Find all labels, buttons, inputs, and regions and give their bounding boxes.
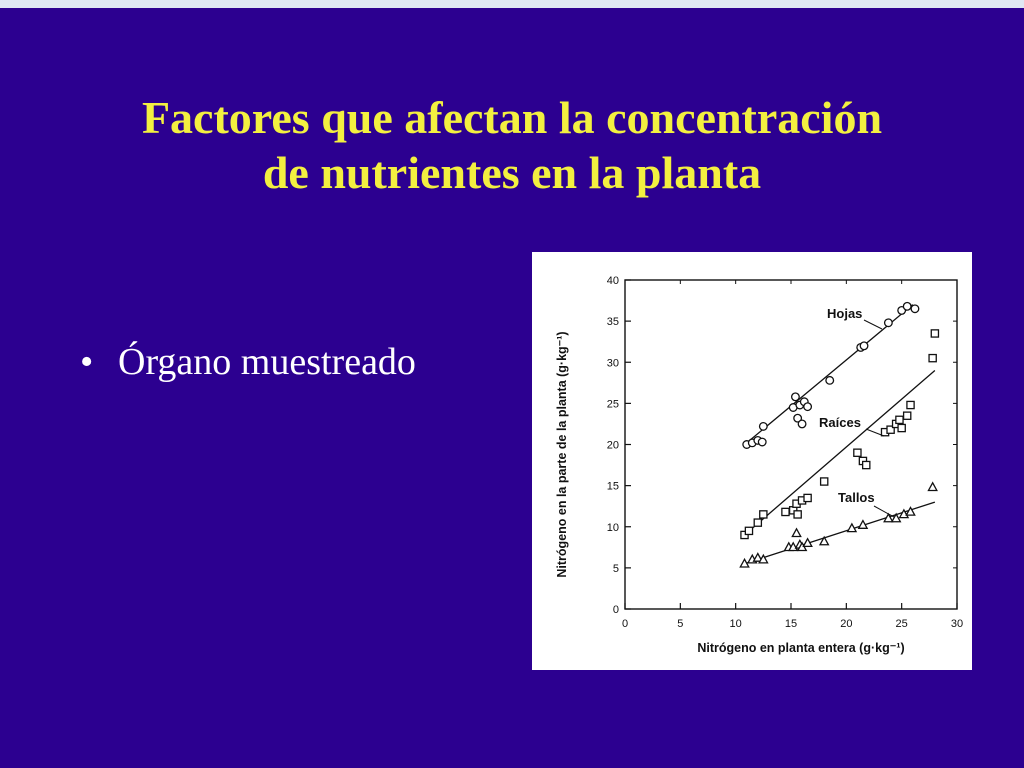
point-1-21 [928, 353, 937, 363]
x-tick-label-20: 20 [840, 618, 852, 630]
y-tick-label-25: 25 [607, 398, 619, 410]
y-tick-label-10: 10 [607, 522, 619, 534]
y-tick-label-15: 15 [607, 481, 619, 493]
point-1-4 [781, 507, 790, 517]
bullet-item: • Órgano muestreado [80, 340, 416, 384]
x-axis-label: Nitrógeno en planta entera (g·kg⁻¹) [697, 641, 904, 655]
x-tick-label-0: 0 [622, 618, 628, 630]
point-2-14 [890, 512, 902, 523]
point-1-7 [793, 510, 802, 519]
slide-title-line-1: Factores que afectan la concentración [141, 92, 883, 143]
x-tick-label-15: 15 [785, 618, 797, 630]
x-tick-label-5: 5 [677, 618, 683, 630]
y-axis-label: Nitrógeno en la parte de la planta (g·kg… [555, 331, 569, 577]
point-0-6 [790, 392, 800, 402]
point-0-11 [803, 402, 813, 412]
fit-line-2 [744, 501, 936, 565]
y-tick-label-20: 20 [607, 440, 619, 452]
point-2-12 [857, 519, 869, 529]
point-2-9 [802, 537, 813, 548]
point-1-20 [906, 400, 915, 410]
point-2-2 [752, 552, 764, 562]
point-1-13 [862, 460, 871, 470]
plot-frame [624, 279, 958, 610]
point-2-17 [927, 481, 938, 492]
y-tick-label-30: 30 [607, 357, 619, 369]
point-0-3 [757, 437, 767, 447]
series-label-1: Raíces [819, 415, 861, 430]
point-2-11 [846, 522, 858, 533]
chart-marks [739, 301, 940, 568]
chart-figure: 0 5 10 15 20 25 30 0 5 10 15 20 25 30 35 40 Nitrógeno en… [532, 252, 972, 670]
nitrogen-scatter-chart: 0 5 10 15 20 25 30 0 5 10 15 20 25 30 35 40 Nitrógeno en… [555, 275, 963, 655]
point-1-9 [803, 493, 812, 503]
x-tick-label-30: 30 [951, 618, 963, 630]
point-1-19 [902, 411, 912, 420]
chart-axes [624, 279, 958, 610]
fit-line-0 [746, 304, 914, 444]
point-1-17 [895, 415, 904, 425]
point-1-15 [886, 425, 895, 434]
point-0-4 [758, 421, 768, 431]
x-tick-label-25: 25 [896, 618, 908, 630]
series-label-leader-1 [865, 428, 885, 437]
point-2-0 [739, 557, 750, 568]
point-0-9 [797, 419, 807, 429]
bullet-dot-icon: • [80, 341, 94, 383]
point-0-7 [793, 413, 803, 423]
point-0-15 [883, 318, 893, 328]
point-1-22 [930, 329, 940, 338]
point-1-3 [759, 510, 768, 519]
x-tick-label-10: 10 [730, 618, 742, 630]
point-0-17 [902, 301, 912, 311]
point-2-16 [905, 506, 916, 516]
series-label-leader-2 [873, 505, 895, 518]
series-label-2: Tallos [838, 490, 875, 505]
point-0-12 [825, 375, 835, 385]
point-2-10 [818, 535, 830, 546]
point-1-18 [897, 423, 906, 433]
point-0-14 [859, 341, 869, 351]
top-strip [0, 0, 1024, 8]
point-2-13 [883, 512, 894, 523]
point-2-6 [791, 527, 802, 538]
series-label-0: Hojas [827, 306, 862, 321]
y-tick-label-5: 5 [613, 563, 619, 575]
series-label-leader-0 [863, 319, 883, 330]
point-1-10 [819, 477, 829, 486]
point-1-1 [744, 526, 754, 536]
y-tick-label-0: 0 [613, 604, 619, 616]
point-0-18 [910, 304, 920, 314]
slide-title: Factores que afectan la concentración de… [0, 90, 1024, 200]
point-2-3 [758, 553, 769, 564]
chart-labels: 0 5 10 15 20 25 30 0 5 10 15 20 25 30 35 40 Nitrógeno en… [555, 275, 963, 655]
y-tick-label-35: 35 [607, 316, 619, 328]
bullet-text: Órgano muestreado [118, 341, 416, 383]
slide-title-line-2: de nutrientes en la planta [262, 147, 762, 198]
y-tick-label-40: 40 [607, 275, 619, 287]
fit-line-1 [744, 369, 936, 536]
point-1-11 [853, 448, 862, 457]
point-1-2 [753, 518, 763, 527]
